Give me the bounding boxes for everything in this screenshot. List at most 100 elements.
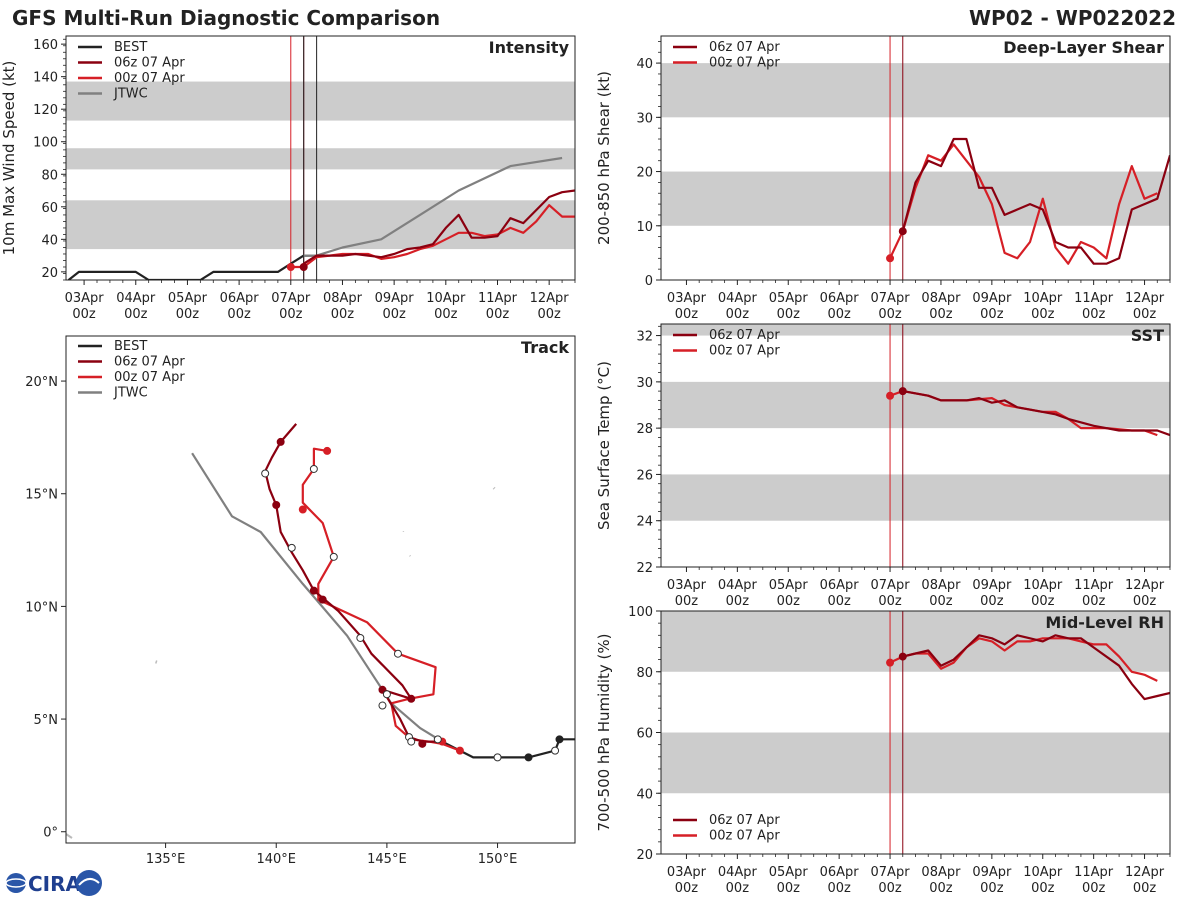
x-tick-label-date: 08Apr [921,865,961,880]
x-tick-label-date: 04Apr [116,291,156,306]
legend-label: BEST [114,40,147,55]
y-tick-label: 20 [636,166,653,181]
y-tick-label: 26 [636,468,653,483]
x-tick-label-hour: 00z [124,307,148,322]
y-axis-label: Sea Surface Temp (°C) [595,361,613,530]
x-tick-label-hour: 00z [1133,881,1157,896]
x-tick-label: 145°E [367,852,407,867]
y-tick-label: 22 [636,561,653,576]
x-tick-label-date: 11Apr [1074,865,1114,880]
x-tick-label-hour: 00z [827,594,851,609]
track-marker [898,227,907,236]
track-marker [309,586,318,595]
y-axis-label: 200-850 hPa Shear (kt) [595,71,613,245]
plot-area [661,611,1170,854]
threshold-band [661,324,1170,336]
x-tick-label-hour: 00z [382,307,406,322]
x-tick-label-date: 04Apr [718,865,758,880]
x-tick-label-hour: 00z [1031,594,1055,609]
x-tick-label-hour: 00z [72,307,96,322]
x-tick-label-date: 10Apr [426,291,466,306]
x-tick-label-hour: 00z [980,594,1004,609]
series-line-run06z [303,189,575,265]
threshold-band [661,732,1170,794]
x-tick-label-date: 09Apr [972,291,1012,306]
x-tick-label-date: 03Apr [667,578,707,593]
x-tick-label-hour: 00z [1031,881,1055,896]
legend-label: 06z 07 Apr [709,813,780,828]
legend-label: 00z 07 Apr [709,344,780,359]
legend-label: 00z 07 Apr [709,829,780,844]
y-tick-label: 30 [636,376,653,391]
track-marker [407,737,416,746]
x-tick-label-date: 09Apr [972,865,1012,880]
x-tick-label-date: 10Apr [1023,865,1063,880]
series-line-run06z [902,634,1170,701]
track-marker [886,658,895,667]
panel-title: SST [1131,326,1164,345]
plot-area [66,423,575,839]
x-tick-label-date: 11Apr [478,291,518,306]
y-tick-label: 140 [33,71,58,86]
x-tick-label: 135°E [146,852,186,867]
y-tick-label: 40 [636,57,653,72]
legend-label: 00z 07 Apr [114,370,185,385]
storm-id: WP02 - WP022022 [969,6,1176,30]
x-tick-label-hour: 00z [1082,594,1106,609]
plot-area [661,36,1170,280]
track-marker [309,464,318,473]
panel-title: Track [521,338,569,357]
x-tick-label-date: 09Apr [375,291,415,306]
track-panel: 0° 5°N 10°N 15°N 20°N 135°E 140°E 145°E 150°E Tra… [25,335,576,867]
track-marker [272,501,281,509]
y-tick-label: 100 [628,605,653,620]
island-shape [155,660,158,664]
x-tick-label-hour: 00z [929,881,953,896]
x-tick-label-hour: 00z [1133,307,1157,322]
series-line-run06z [901,137,1170,265]
series-line-run06z [902,390,1170,437]
track-marker [418,739,427,748]
track-marker [407,694,416,703]
track-marker [886,391,895,400]
threshold-band [661,381,1170,429]
x-tick-label-hour: 00z [929,594,953,609]
track-marker [433,735,442,744]
legend-label: JTWC [113,87,148,102]
track-marker [318,595,327,604]
x-tick-label-hour: 00z [878,594,902,609]
x-tick-label-date: 03Apr [667,865,707,880]
y-tick-label: 100 [33,136,58,151]
track-marker [393,649,402,658]
legend-label: 00z 07 Apr [114,71,185,86]
x-tick-label-date: 11Apr [1074,291,1114,306]
x-tick-label-hour: 00z [486,307,510,322]
x-tick-label-hour: 00z [929,307,953,322]
x-tick-label-date: 08Apr [921,578,961,593]
x-tick-label-date: 05Apr [769,865,809,880]
x-tick-label-date: 04Apr [718,291,758,306]
x-tick-label-date: 08Apr [323,291,363,306]
track-marker [298,505,307,514]
x-tick-label-hour: 00z [1082,881,1106,896]
logo-text: CIRA [28,872,82,896]
x-tick-label-hour: 00z [675,307,699,322]
track-marker [551,746,560,755]
x-tick-label-hour: 00z [827,881,851,896]
x-tick-label-hour: 00z [777,307,801,322]
series-line-run00z [889,637,1158,682]
y-tick-label: 60 [41,201,58,216]
y-tick-label: 80 [41,168,58,183]
track-marker [455,746,464,755]
x-tick-label-hour: 00z [980,881,1004,896]
axes-frame [65,335,576,844]
x-tick-label-hour: 00z [827,307,851,322]
island-shape [492,486,496,490]
plot-area [661,324,1170,567]
y-axis-label: 10m Max Wind Speed (kt) [0,61,18,256]
x-tick-label-date: 07Apr [871,291,911,306]
threshold-band [661,63,1170,118]
globe-icon [6,873,26,893]
y-tick-label: 160 [33,38,58,53]
y-tick-label: 28 [636,422,653,437]
